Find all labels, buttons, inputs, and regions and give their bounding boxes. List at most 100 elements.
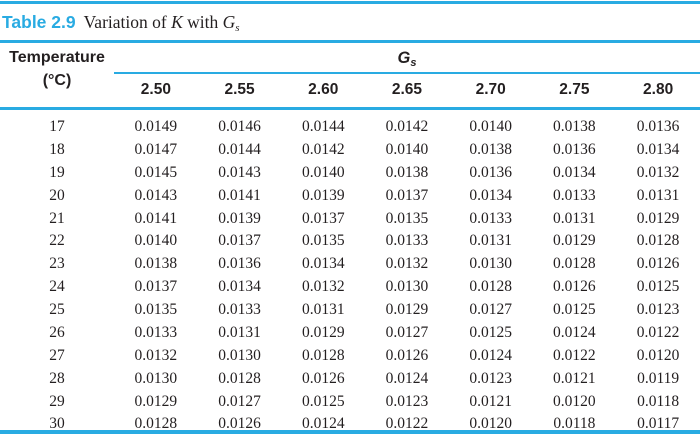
k-value-cell: 0.0118: [637, 392, 680, 410]
k-values-table: Temperature (°C) Gs 2.50 2.55 2.60 2.65 2.70…: [0, 44, 700, 436]
bottom-rule: [0, 430, 700, 434]
k-value-cell: 0.0124: [553, 323, 596, 341]
k-value-cell: 0.0140: [469, 118, 512, 135]
k-value-cell: 0.0130: [218, 346, 261, 364]
k-value-cell: 0.0117: [637, 415, 680, 433]
temperature-header-line1: Temperature: [9, 49, 105, 66]
k-value-cell: 0.0138: [469, 140, 512, 158]
k-value-cell: 0.0120: [469, 415, 512, 433]
temperature-header-line2: (°C): [42, 72, 72, 90]
temperature-cell: 22: [49, 232, 65, 250]
k-value-cell: 0.0131: [469, 232, 512, 250]
k-value-cell: 0.0137: [301, 209, 345, 227]
temperature-cell: 29: [49, 392, 65, 410]
k-value-cell: 0.0136: [469, 163, 512, 181]
gs-column-header: 2.55: [197, 73, 282, 110]
k-value-cell: 0.0135: [134, 301, 178, 318]
temperature-cell: 26: [49, 323, 65, 341]
k-value-cell: 0.0133: [469, 209, 512, 227]
k-value-cell: 0.0134: [636, 140, 680, 158]
k-value-cell: 0.0129: [385, 301, 429, 318]
k-value-cell: 0.0138: [385, 163, 429, 181]
k-value-cell: 0.0124: [469, 346, 512, 364]
k-value-cell: 0.0134: [218, 278, 261, 296]
k-value-cell: 0.0146: [218, 118, 261, 135]
title-divider-rule: [0, 40, 700, 43]
temperature-cell: 24: [49, 278, 65, 296]
k-value-cell: 0.0141: [134, 209, 178, 227]
k-value-cell: 0.0128: [134, 415, 178, 433]
k-value-cell: 0.0132: [385, 255, 429, 273]
temperature-column-header: Temperature (°C): [0, 44, 114, 110]
group-header-row: Temperature (°C) Gs: [0, 44, 700, 110]
gs-columns-header-row: 2.50 2.55 2.60 2.65 2.70 2.75 2.80: [0, 73, 700, 110]
k-value-cell: 0.0122: [385, 415, 429, 433]
table-row: 29 0.0129 0.0127 0.0125 0.0123 0.0121 0.0120 0.…: [0, 390, 700, 413]
temperature-cell: 20: [49, 186, 65, 204]
k-value-cell: 0.0131: [218, 323, 261, 341]
temperature-cell: 19: [49, 163, 65, 181]
k-value-cell: 0.0137: [218, 232, 261, 250]
k-value-cell: 0.0132: [134, 346, 178, 364]
k-value-cell: 0.0142: [301, 140, 345, 158]
k-value-cell: 0.0140: [134, 232, 178, 250]
k-value-cell: 0.0127: [385, 323, 429, 341]
k-value-cell: 0.0120: [636, 346, 680, 364]
k-value-cell: 0.0128: [218, 369, 261, 387]
k-value-cell: 0.0144: [301, 118, 345, 135]
k-value-cell: 0.0132: [636, 163, 680, 181]
caption-variable-k: K: [171, 12, 183, 32]
k-value-cell: 0.0126: [553, 278, 596, 296]
gs-column-header: 2.70: [448, 73, 533, 110]
temperature-cell: 17: [49, 118, 65, 135]
k-value-cell: 0.0128: [553, 255, 596, 273]
gs-column-header: 2.75: [532, 73, 617, 110]
table-row: 27 0.0132 0.0130 0.0128 0.0126 0.0124 0.0122 0.…: [0, 344, 700, 367]
k-value-cell: 0.0126: [385, 346, 429, 364]
k-value-cell: 0.0136: [636, 118, 680, 135]
k-value-cell: 0.0122: [553, 346, 596, 364]
temperature-cell: 23: [49, 255, 65, 273]
gs-subscript: s: [410, 57, 417, 69]
k-value-cell: 0.0130: [385, 278, 429, 296]
k-value-cell: 0.0137: [134, 278, 178, 296]
table-row: 17 0.0149 0.0146 0.0144 0.0142 0.0140 0.0138 0.…: [0, 109, 700, 139]
gs-group-header: Gs: [114, 44, 700, 74]
k-value-cell: 0.0142: [385, 118, 429, 135]
k-value-cell: 0.0129: [553, 232, 596, 250]
k-value-cell: 0.0134: [301, 255, 345, 273]
k-value-cell: 0.0138: [134, 255, 178, 273]
k-value-cell: 0.0124: [301, 415, 345, 433]
k-value-cell: 0.0121: [469, 392, 512, 410]
k-value-cell: 0.0125: [301, 392, 345, 410]
k-value-cell: 0.0135: [301, 232, 345, 250]
k-value-cell: 0.0123: [636, 301, 680, 318]
k-value-cell: 0.0128: [301, 346, 345, 364]
k-value-cell: 0.0128: [469, 278, 512, 296]
k-value-cell: 0.0145: [134, 163, 178, 181]
k-value-cell: 0.0129: [636, 209, 680, 227]
k-value-cell: 0.0120: [553, 392, 596, 410]
table-row: 25 0.0135 0.0133 0.0131 0.0129 0.0127 0.0125 0.…: [0, 298, 700, 321]
table-row: 23 0.0138 0.0136 0.0134 0.0132 0.0130 0.0128 0.…: [0, 253, 700, 276]
k-value-cell: 0.0126: [636, 255, 680, 273]
k-value-cell: 0.0147: [134, 140, 178, 158]
k-value-cell: 0.0125: [553, 301, 596, 318]
temperature-cell: 21: [49, 209, 65, 227]
table-row: 18 0.0147 0.0144 0.0142 0.0140 0.0138 0.0136 0.…: [0, 138, 700, 161]
k-value-cell: 0.0140: [385, 140, 429, 158]
caption-variable-g-subscript: s: [235, 22, 240, 34]
table-row: 20 0.0143 0.0141 0.0139 0.0137 0.0134 0.0133 0.…: [0, 184, 700, 207]
table-row: 22 0.0140 0.0137 0.0135 0.0133 0.0131 0.0129 0.…: [0, 230, 700, 253]
top-rule: [0, 1, 700, 4]
k-value-cell: 0.0141: [218, 186, 261, 204]
k-value-cell: 0.0139: [301, 186, 345, 204]
table-header: Temperature (°C) Gs 2.50 2.55 2.60 2.65 2.70…: [0, 44, 700, 110]
table-number-label: Table 2.9: [2, 12, 76, 32]
gs-column-header: 2.50: [114, 73, 198, 110]
table-row: 26 0.0133 0.0131 0.0129 0.0127 0.0125 0.0124 0.…: [0, 321, 700, 344]
table-caption: Variation of K with Gs: [84, 12, 240, 34]
k-value-cell: 0.0134: [469, 186, 512, 204]
k-value-cell: 0.0123: [385, 392, 429, 410]
